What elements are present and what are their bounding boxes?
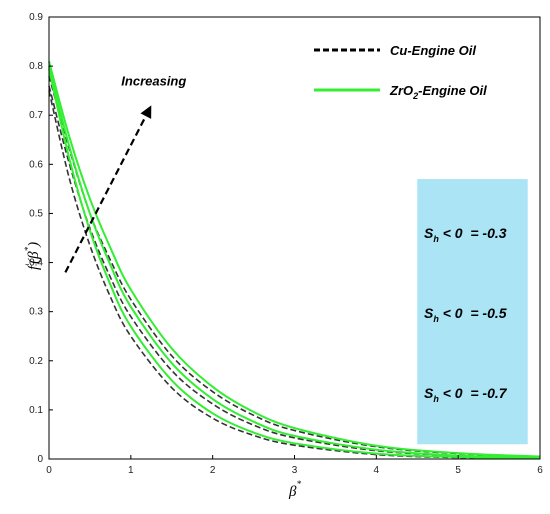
annotation-arrow-head	[140, 105, 152, 119]
box-line-1: Sh < 0 = -0.3	[424, 225, 507, 244]
series-line-zro2-1	[48, 68, 541, 460]
series-line-zro2-3	[48, 60, 541, 458]
y-tick-label: 0.6	[29, 159, 43, 170]
y-tick-label: 0.5	[29, 208, 43, 219]
x-tick-label: 2	[210, 465, 216, 476]
y-axis-label: f'(β*)	[23, 242, 42, 270]
y-tick-label: 0	[37, 454, 43, 465]
y-tick-label: 0.3	[29, 307, 43, 318]
x-tick-label: 1	[128, 465, 134, 476]
x-tick-label: 0	[46, 465, 52, 476]
y-tick-label: 0.1	[29, 405, 43, 416]
box-line-2: Sh < 0 = -0.5	[424, 305, 507, 324]
y-tick-label: 0.9	[29, 12, 43, 23]
x-tick-label: 3	[292, 465, 298, 476]
annotation-arrow-layer	[64, 105, 152, 273]
x-tick-label: 5	[455, 465, 461, 476]
tick-layer: 0 1 2 3 4 5 6 0 0.1 0.2 0.3 0.4 0.5 0.6 0.7 0.8 0.9	[29, 12, 543, 476]
x-tick-label: 6	[537, 465, 543, 476]
y-tick-label: 0.7	[29, 110, 43, 121]
y-tick-label: 0.8	[29, 61, 43, 72]
annotation-increasing: Increasing	[121, 73, 186, 88]
x-axis-label: β*	[288, 479, 301, 500]
legend-label-cu: Cu-Engine Oil	[390, 43, 476, 58]
y-tick-label: 0.4	[29, 258, 43, 269]
y-tick-label: 0.2	[29, 356, 43, 367]
annotation-arrow-shaft	[64, 115, 147, 273]
parameter-box	[417, 179, 528, 445]
series-line-zro2-2	[48, 65, 541, 459]
legend: Cu-Engine Oil ZrO2-Engine Oil	[314, 43, 487, 101]
x-tick-label: 4	[374, 465, 380, 476]
parameter-box-text: Sh < 0 = -0.3 Sh < 0 = -0.5 Sh < 0 = -0.…	[424, 225, 508, 404]
box-line-3: Sh < 0 = -0.7	[424, 385, 508, 404]
parameter-box-layer	[417, 179, 528, 445]
legend-label-zro2: ZrO2-Engine Oil	[389, 83, 487, 101]
